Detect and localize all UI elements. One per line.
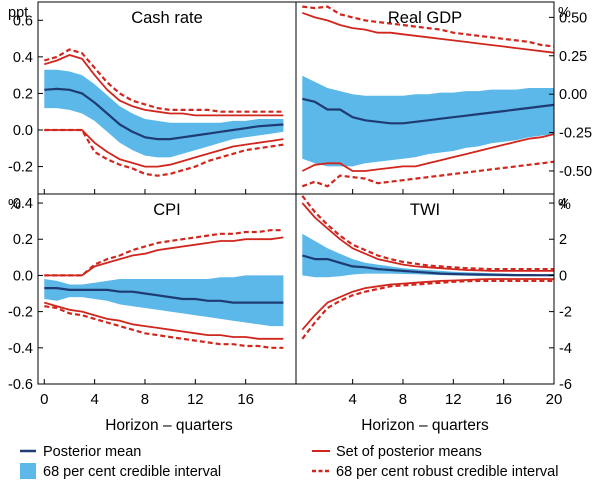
real-gdp-posterior-mean-line bbox=[302, 97, 555, 125]
real-gdp-posterior-means-lower-line bbox=[301, 133, 555, 172]
legend-swatch-credible-interval bbox=[20, 463, 36, 479]
panel-cpi: -0.6 -0.4 -0.2 0.0 0.2 0.4% 0 4 8 12 16 CPI bbox=[8, 193, 297, 408]
legend-label-credible-interval: 68 per cent credible interval bbox=[43, 464, 221, 480]
twi-xtick-label: 8 bbox=[399, 391, 407, 408]
cash-rate-ytick-label: 0.0 bbox=[13, 123, 33, 139]
cpi-ytick-label: 0.0 bbox=[13, 268, 33, 284]
legend-label-posterior-means-set: Set of posterior means bbox=[336, 444, 482, 460]
twi-unit-label: % bbox=[558, 197, 571, 213]
cash-rate-posterior-means-upper-line bbox=[44, 54, 284, 117]
twi-xtick-label: 16 bbox=[495, 391, 512, 408]
twi-frame bbox=[295, 193, 555, 385]
legend-item-credible-interval: 68 per cent credible interval bbox=[20, 463, 221, 480]
cpi-posterior-means-upper-line bbox=[44, 236, 284, 277]
real-gdp-unit-label: % bbox=[558, 5, 571, 21]
legend-item-robust-interval: 68 per cent robust credible interval bbox=[312, 464, 558, 480]
cash-rate-title: Cash rate bbox=[131, 9, 203, 27]
cash-rate-ytick-label: 0.6 bbox=[13, 13, 33, 29]
real-gdp-ytick-label: 0.25 bbox=[559, 49, 587, 65]
twi-robust-lower-line bbox=[301, 279, 554, 340]
twi-robust-upper-line bbox=[301, 195, 554, 271]
twi-xtick-label: 12 bbox=[445, 391, 462, 408]
twi-ytick-label: -6 bbox=[559, 377, 572, 393]
real-gdp-robust-lower-line bbox=[301, 160, 555, 188]
twi-ytick-label: -4 bbox=[559, 341, 572, 357]
twi-xtick-label: 20 bbox=[546, 391, 563, 408]
twi-xtick-label: 4 bbox=[348, 391, 356, 408]
x-axis-label-left: Horizon – quarters bbox=[105, 417, 233, 434]
cpi-xtick-label: 8 bbox=[141, 391, 149, 408]
legend-label-robust-interval: 68 per cent robust credible interval bbox=[336, 464, 558, 480]
twi-title: TWI bbox=[410, 201, 440, 219]
real-gdp-ytick-label: 0.50 bbox=[559, 10, 587, 26]
cpi-robust-lower-line bbox=[44, 305, 284, 349]
real-gdp-ytick-label: 0.00 bbox=[559, 87, 587, 103]
real-gdp-robust-upper-line bbox=[302, 5, 555, 48]
cash-rate-ytick-label: -0.2 bbox=[8, 160, 33, 176]
legend: Posterior mean 68 per cent credible inte… bbox=[20, 444, 558, 480]
cpi-ytick-label: 0.4 bbox=[13, 196, 33, 212]
cpi-title: CPI bbox=[153, 201, 181, 219]
cpi-ytick-label: -0.2 bbox=[8, 305, 33, 321]
cpi-xtick-label: 16 bbox=[237, 391, 254, 408]
twi-ytick-label: 0 bbox=[559, 268, 567, 284]
legend-item-posterior-means-set: Set of posterior means bbox=[312, 444, 482, 460]
twi-posterior-means-lower-line bbox=[301, 278, 554, 331]
cash-rate-ytick-label: 0.2 bbox=[13, 86, 33, 102]
cpi-credible-interval-band bbox=[44, 275, 284, 327]
real-gdp-posterior-means-upper-line bbox=[301, 11, 555, 54]
cash-rate-robust-upper-line bbox=[43, 48, 284, 113]
cash-rate-robust-lower-line bbox=[44, 128, 284, 177]
legend-label-posterior-mean: Posterior mean bbox=[43, 444, 141, 460]
real-gdp-ytick-label: -0.25 bbox=[559, 126, 592, 142]
twi-posterior-mean-line bbox=[301, 254, 554, 277]
cpi-ytick-label: -0.4 bbox=[8, 341, 33, 357]
cash-rate-ytick-label: 0.4 bbox=[13, 50, 33, 66]
cpi-ytick-label: 0.2 bbox=[13, 232, 33, 248]
twi-ytick-label: 2 bbox=[559, 232, 567, 248]
cpi-robust-upper-line bbox=[44, 229, 284, 277]
cash-rate-credible-interval-band bbox=[44, 69, 284, 158]
twi-ytick-label: -2 bbox=[559, 305, 572, 321]
x-axis-label-right: Horizon – quarters bbox=[361, 417, 489, 434]
cpi-xtick-label: 12 bbox=[187, 391, 204, 408]
cpi-posterior-mean-line bbox=[44, 287, 284, 304]
twi-ytick-label: 4 bbox=[559, 196, 567, 212]
real-gdp-ytick-label: -0.50 bbox=[559, 164, 592, 180]
panel-real-gdp: -0.50 -0.25 0.00 0.25 0.50% Real GDP bbox=[295, 1, 592, 195]
cpi-xtick-label: 4 bbox=[90, 391, 98, 408]
cpi-posterior-means-lower-line bbox=[44, 301, 284, 340]
legend-item-posterior-mean: Posterior mean bbox=[20, 444, 141, 460]
cash-rate-posterior-mean-line bbox=[44, 87, 284, 141]
cpi-unit-label: % bbox=[8, 197, 21, 213]
cpi-ytick-label: -0.6 bbox=[8, 377, 33, 393]
cpi-xtick-label: 0 bbox=[40, 391, 48, 408]
twi-posterior-means-upper-line bbox=[301, 202, 554, 272]
cash-rate-unit-label: ppt bbox=[8, 5, 28, 21]
real-gdp-title: Real GDP bbox=[388, 9, 462, 27]
